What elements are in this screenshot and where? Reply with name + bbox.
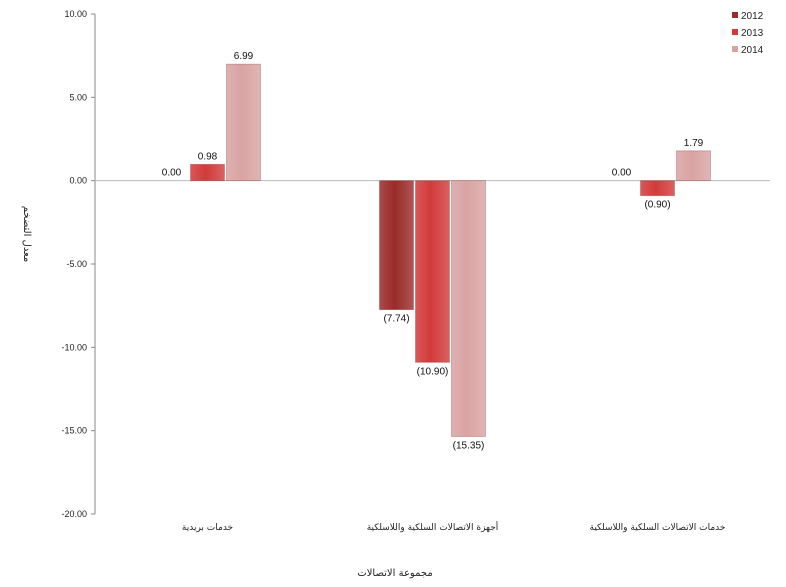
y-tick-label: -15.00 bbox=[61, 426, 87, 436]
y-tick-label: 0.00 bbox=[69, 176, 87, 186]
bar-2013-cat3 bbox=[640, 180, 675, 197]
category-label-2: أجهزة الاتصالات السلكية واللاسلكية bbox=[367, 521, 499, 533]
legend-swatch-2012 bbox=[732, 12, 738, 18]
bar-2014-cat3 bbox=[676, 150, 711, 182]
legend-label-2012: 2012 bbox=[741, 11, 764, 22]
bar-2013-cat2 bbox=[415, 180, 450, 363]
y-axis-title: معدل التضخم bbox=[21, 206, 32, 263]
bar-2014-cat1 bbox=[226, 63, 261, 182]
y-tick-label: -5.00 bbox=[66, 259, 87, 269]
data-label-2014-cat3: 1.79 bbox=[684, 138, 704, 149]
data-label-2012-cat3: 0.00 bbox=[612, 168, 632, 179]
y-tick-label: -10.00 bbox=[61, 342, 87, 352]
data-labels: 0.00 0.98 6.99 (7.74) (10.90) (15.35) 0.00 (0.9… bbox=[162, 51, 704, 451]
bar-2014-cat2 bbox=[451, 180, 486, 437]
data-label-2013-cat3: (0.90) bbox=[644, 200, 670, 211]
data-label-2012-cat2: (7.74) bbox=[383, 314, 409, 325]
y-tick-label: 5.00 bbox=[69, 92, 87, 102]
data-label-2013-cat2: (10.90) bbox=[417, 366, 449, 377]
y-tick-labels: 10.00 5.00 0.00 -5.00 -10.00 -15.00 -20.00 bbox=[61, 9, 87, 519]
category-label-1: خدمات بريدية bbox=[182, 523, 233, 533]
category-labels: خدمات بريدية أجهزة الاتصالات السلكية والل… bbox=[182, 521, 726, 533]
y-tick-label: 10.00 bbox=[64, 9, 87, 19]
x-axis-title: مجموعة الاتصالات bbox=[357, 568, 432, 579]
y-tick-label: -20.00 bbox=[61, 509, 87, 519]
data-label-2014-cat1: 6.99 bbox=[234, 51, 254, 62]
category-label-3: خدمات الاتصالات السلكية واللاسلكية bbox=[590, 523, 726, 533]
bar-2013-cat1 bbox=[190, 163, 225, 182]
data-label-2013-cat1: 0.98 bbox=[198, 151, 218, 162]
data-label-2012-cat1: 0.00 bbox=[162, 168, 182, 179]
legend-swatch-2014 bbox=[732, 46, 738, 52]
bars bbox=[190, 63, 711, 437]
legend: 2012 2013 2014 bbox=[732, 11, 764, 56]
bar-2012-cat2 bbox=[379, 180, 414, 311]
data-label-2014-cat2: (15.35) bbox=[453, 441, 485, 452]
legend-swatch-2013 bbox=[732, 29, 738, 35]
legend-label-2014: 2014 bbox=[741, 45, 764, 56]
legend-label-2013: 2013 bbox=[741, 28, 764, 39]
